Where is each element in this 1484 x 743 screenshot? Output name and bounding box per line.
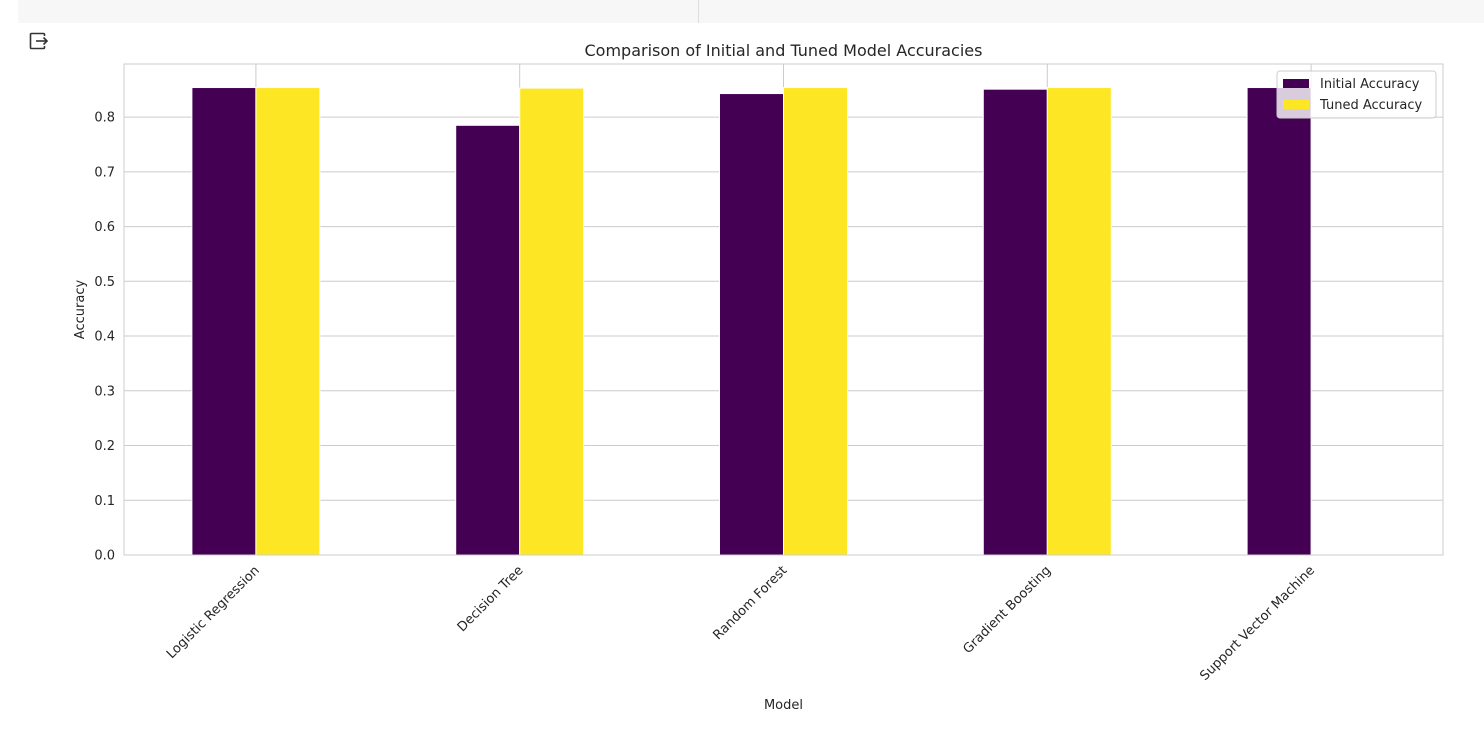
x-tick-label: Support Vector Machine <box>1197 563 1318 684</box>
legend-label: Tuned Accuracy <box>1319 98 1422 113</box>
bar-tuned-accuracy <box>255 87 321 556</box>
bar-initial-accuracy <box>191 87 257 556</box>
x-axis-label: Model <box>764 698 803 713</box>
y-tick-label: 0.4 <box>94 330 115 345</box>
bar-tuned-accuracy <box>519 87 585 556</box>
y-tick-label: 0.1 <box>94 494 115 509</box>
bar-initial-accuracy <box>455 124 521 556</box>
x-tick-label: Decision Tree <box>455 563 527 635</box>
y-tick-label: 0.8 <box>94 111 115 126</box>
legend-label: Initial Accuracy <box>1320 77 1420 92</box>
bar-tuned-accuracy <box>783 87 848 556</box>
legend-swatch <box>1283 100 1309 109</box>
y-tick-label: 0.2 <box>94 439 115 454</box>
legend-box <box>1276 70 1437 119</box>
y-axis-label: Accuracy <box>73 280 88 340</box>
y-tick-label: 0.0 <box>94 549 115 564</box>
x-tick-label: Gradient Boosting <box>960 563 1054 657</box>
legend-swatch <box>1283 79 1309 88</box>
y-tick-label: 0.3 <box>94 384 115 399</box>
x-tick-label: Random Forest <box>711 563 791 643</box>
x-tick-label: Logistic Regression <box>164 563 263 662</box>
y-tick-label: 0.6 <box>94 220 115 235</box>
y-tick-label: 0.5 <box>94 275 115 290</box>
chart-title: Comparison of Initial and Tuned Model Ac… <box>585 41 983 60</box>
bar-initial-accuracy <box>982 88 1048 556</box>
bar-tuned-accuracy <box>1046 87 1112 556</box>
bar-initial-accuracy <box>719 93 784 556</box>
legend: Initial Accuracy Tuned Accuracy <box>1276 70 1437 119</box>
y-tick-label: 0.7 <box>94 165 115 180</box>
bar-initial-accuracy <box>1246 87 1312 556</box>
toolbar-divider <box>698 0 699 23</box>
cell-toolbar <box>18 0 1484 23</box>
plot-frame <box>123 63 1444 556</box>
output-expand-icon[interactable] <box>28 31 50 53</box>
